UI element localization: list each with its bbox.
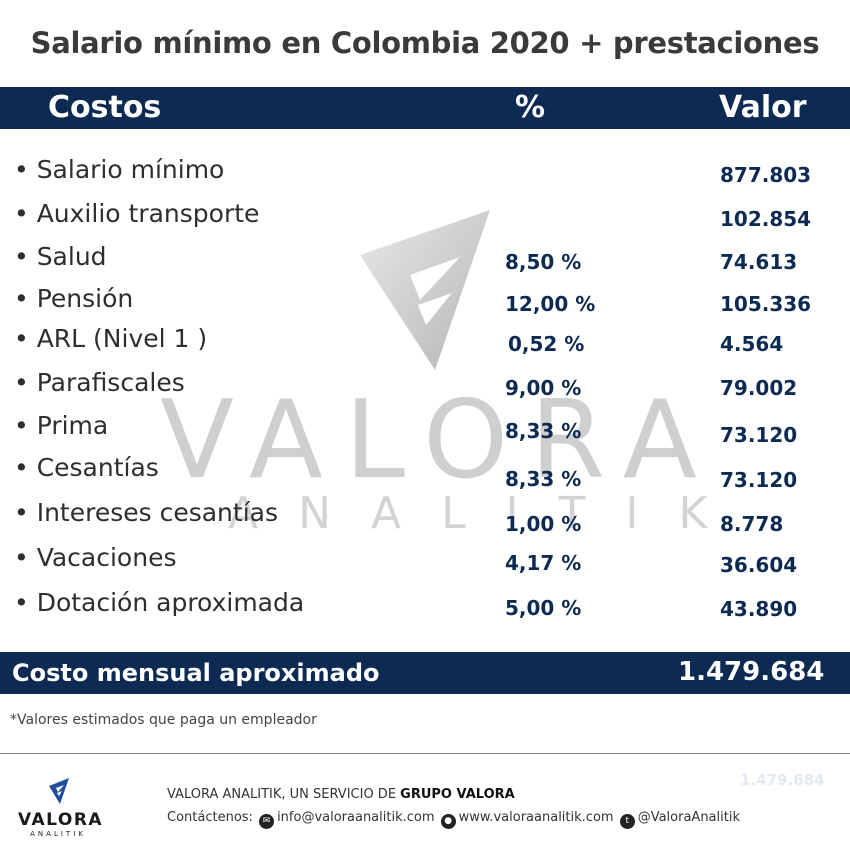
row-value: 43.890	[720, 597, 798, 621]
row-percent: 8,33 %	[505, 419, 582, 443]
table-row: • Prima 8,33 % 73.120	[0, 411, 850, 451]
table-row: • Dotación aproximada 5,00 % 43.890	[0, 588, 850, 628]
page-title: Salario mínimo en Colombia 2020 + presta…	[30, 26, 820, 60]
row-label: • ARL (Nivel 1 )	[14, 324, 208, 353]
service-brand: GRUPO VALORA	[400, 787, 515, 802]
contact-label: Contáctenos:	[167, 810, 253, 825]
footer-logo[interactable]: VALORA ANALITIK	[18, 778, 104, 838]
table-row: • Salud 8,50 % 74.613	[0, 242, 850, 282]
total-value: 1.479.684	[678, 657, 825, 687]
row-label: • Cesantías	[14, 453, 159, 482]
row-value: 102.854	[720, 207, 812, 231]
table-row: • Pensión 12,00 % 105.336	[0, 284, 850, 324]
row-label: • Intereses cesantías	[14, 498, 278, 527]
row-label: • Salario mínimo	[14, 155, 225, 184]
ghost-value: 1.479.684	[740, 771, 825, 789]
total-label: Costo mensual aproximado	[12, 659, 380, 687]
table-row: • Auxilio transporte 102.854	[0, 199, 850, 239]
row-value: 8.778	[720, 512, 784, 536]
footnote: *Valores estimados que paga un empleador	[10, 712, 317, 728]
twitter-icon: t	[619, 814, 635, 829]
header-costos: Costos	[48, 90, 162, 125]
row-label: • Auxilio transporte	[14, 199, 260, 228]
row-value: 74.613	[720, 250, 798, 274]
row-value: 4.564	[720, 332, 784, 356]
row-percent: 4,17 %	[505, 551, 582, 575]
row-percent: 9,00 %	[505, 376, 582, 400]
row-percent: 12,00 %	[505, 292, 596, 316]
row-label: • Dotación aproximada	[14, 588, 305, 617]
service-text: VALORA ANALITIK, UN SERVICIO DE	[167, 787, 401, 802]
row-label: • Vacaciones	[14, 543, 177, 572]
table-row: • Intereses cesantías 1,00 % 8.778	[0, 498, 850, 538]
header-valor: Valor	[719, 90, 807, 125]
header-percent: %	[515, 90, 546, 125]
logo-sub: ANALITIK	[30, 830, 86, 838]
row-value: 79.002	[720, 376, 798, 400]
row-value: 105.336	[720, 292, 812, 316]
globe-icon: ●	[440, 814, 456, 829]
row-value: 73.120	[720, 423, 798, 447]
row-value: 73.120	[720, 468, 798, 492]
table-row: • ARL (Nivel 1 ) 0,52 % 4.564	[0, 324, 850, 364]
row-value: 877.803	[720, 163, 812, 187]
row-label: • Salud	[14, 242, 107, 271]
footer-contact-line: Contáctenos: ✉ info@valoraanalitik.com ● w…	[167, 810, 740, 829]
row-percent: 0,52 %	[508, 332, 585, 356]
email-icon: ✉	[259, 814, 275, 829]
row-percent: 1,00 %	[505, 512, 582, 536]
table-header: Costos % Valor	[0, 87, 850, 129]
divider	[0, 753, 850, 754]
row-label: • Prima	[14, 411, 109, 440]
table-row: • Cesantías 8,33 % 73.120	[0, 453, 850, 493]
table-row: • Vacaciones 4,17 % 36.604	[0, 543, 850, 583]
row-percent: 8,33 %	[505, 467, 582, 491]
email-link[interactable]: info@valoraanalitik.com	[277, 810, 435, 825]
row-percent: 5,00 %	[505, 596, 582, 620]
row-label: • Pensión	[14, 284, 134, 313]
table-row: • Parafiscales 9,00 % 79.002	[0, 368, 850, 408]
twitter-link[interactable]: @ValoraAnalitik	[637, 810, 740, 825]
table-row: • Salario mínimo 877.803	[0, 155, 850, 195]
row-label: • Parafiscales	[14, 368, 185, 397]
total-row: Costo mensual aproximado 1.479.684	[0, 652, 850, 694]
row-value: 36.604	[720, 553, 798, 577]
footer-service-line: VALORA ANALITIK, UN SERVICIO DE GRUPO VA…	[167, 787, 515, 802]
logo-brand: VALORA	[18, 810, 104, 830]
row-percent: 8,50 %	[505, 250, 582, 274]
valora-logo-icon	[49, 778, 69, 804]
website-link[interactable]: www.valoraanalitik.com	[458, 810, 614, 825]
